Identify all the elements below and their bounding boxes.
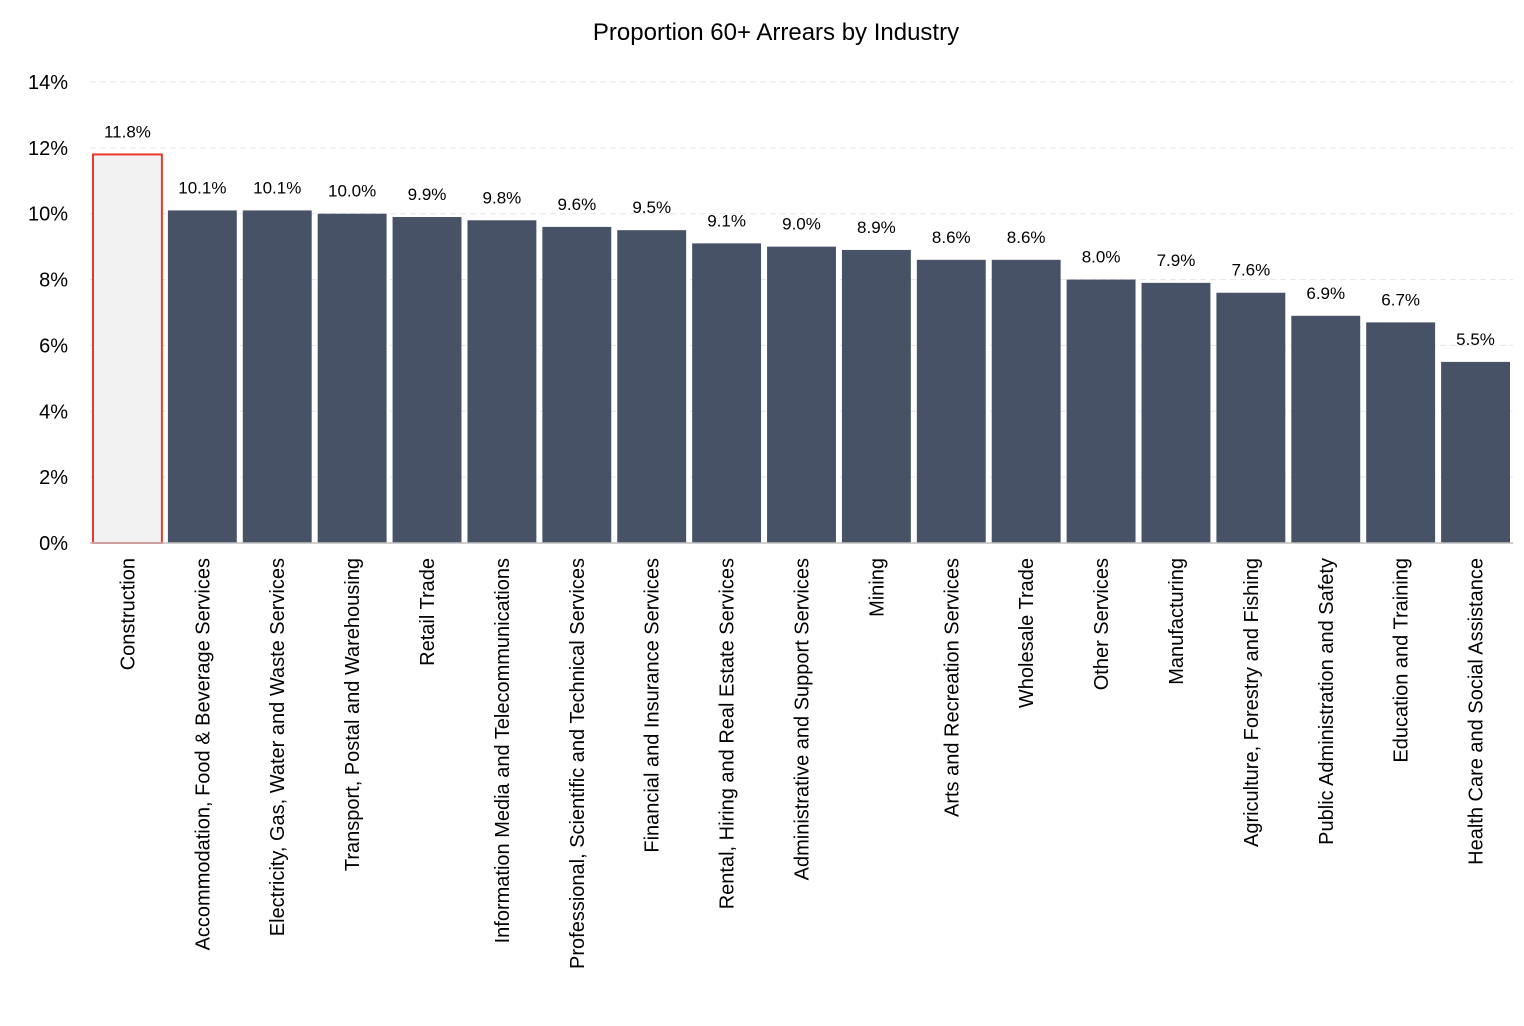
x-tick-label: Information Media and Telecommunications [492, 558, 514, 943]
data-label: 9.0% [782, 215, 821, 234]
x-tick-label: Wholesale Trade [1016, 558, 1038, 708]
data-label: 9.8% [483, 188, 522, 207]
x-tick-label: Retail Trade [417, 558, 439, 666]
bar [1066, 279, 1136, 543]
data-label: 8.0% [1082, 248, 1121, 267]
x-tick-label: Electricity, Gas, Water and Waste Servic… [267, 558, 289, 936]
bar [92, 153, 163, 544]
x-tick-label: Agriculture, Forestry and Fishing [1241, 558, 1263, 847]
y-tick-label: 0% [39, 533, 68, 555]
x-tick-label: Health Care and Social Assistance [1466, 558, 1488, 865]
bar [916, 259, 986, 543]
data-label: 6.9% [1306, 284, 1345, 303]
bar [841, 249, 911, 543]
bar [1366, 322, 1436, 543]
chart-title: Proportion 60+ Arrears by Industry [593, 19, 959, 46]
bar [542, 226, 612, 543]
x-tick-label: Other Services [1091, 558, 1113, 690]
y-tick-label: 6% [39, 335, 68, 357]
bars [92, 153, 1510, 544]
x-tick-label: Rental, Hiring and Real Estate Services [717, 558, 739, 909]
bar [242, 210, 312, 543]
x-tick-label: Public Administration and Safety [1316, 558, 1338, 845]
data-label: 9.6% [557, 195, 596, 214]
data-label: 10.1% [178, 178, 226, 197]
x-tick-label: Education and Training [1391, 558, 1413, 763]
bar [167, 210, 237, 543]
bar [317, 213, 387, 543]
x-tick-label: Arts and Recreation Services [941, 558, 963, 817]
data-label: 6.7% [1381, 290, 1420, 309]
bar [1141, 282, 1211, 543]
data-label: 9.5% [632, 198, 671, 217]
bar [467, 220, 537, 544]
y-tick-label: 8% [39, 270, 68, 292]
data-label: 8.9% [857, 218, 896, 237]
y-tick-labels: 0% 2% 4% 6% 8% 10% 12% 14% [28, 72, 68, 555]
data-label: 9.9% [408, 185, 447, 204]
data-label: 10.1% [253, 178, 301, 197]
x-tick-label: Construction [117, 558, 139, 670]
data-label: 9.1% [707, 211, 746, 230]
data-label: 5.5% [1456, 330, 1495, 349]
bar [692, 243, 762, 543]
x-tick-label: Professional, Scientific and Technical S… [567, 558, 589, 969]
y-tick-label: 12% [28, 138, 68, 160]
y-tick-label: 4% [39, 401, 68, 423]
x-tick-labels: Construction Accommodation, Food & Bevera… [117, 558, 1487, 969]
data-label: 10.0% [328, 182, 376, 201]
x-tick-label: Financial and Insurance Services [642, 558, 664, 853]
data-labels: 11.8% 10.1% 10.1% 10.0% 9.9% 9.8% 9.6% 9.5% 9.1%… [104, 122, 1495, 348]
bar [617, 230, 687, 543]
x-tick-label: Transport, Postal and Warehousing [342, 558, 364, 871]
bar [1441, 361, 1510, 543]
data-label: 7.6% [1231, 261, 1270, 280]
data-label: 7.9% [1157, 251, 1196, 270]
y-tick-label: 14% [28, 72, 68, 94]
bar [392, 217, 462, 543]
data-label: 11.8% [104, 122, 151, 141]
x-tick-label: Administrative and Support Services [792, 558, 814, 880]
x-tick-label: Manufacturing [1166, 558, 1188, 685]
bar [1216, 292, 1286, 543]
y-tick-label: 2% [39, 467, 68, 489]
bar [1291, 315, 1361, 543]
y-tick-label: 10% [28, 204, 68, 226]
bar [991, 259, 1061, 543]
bar [767, 246, 836, 543]
data-label: 8.6% [1007, 228, 1046, 247]
data-label: 8.6% [932, 228, 971, 247]
x-tick-label: Accommodation, Food & Beverage Services [192, 558, 214, 950]
x-tick-label: Mining [866, 558, 888, 617]
